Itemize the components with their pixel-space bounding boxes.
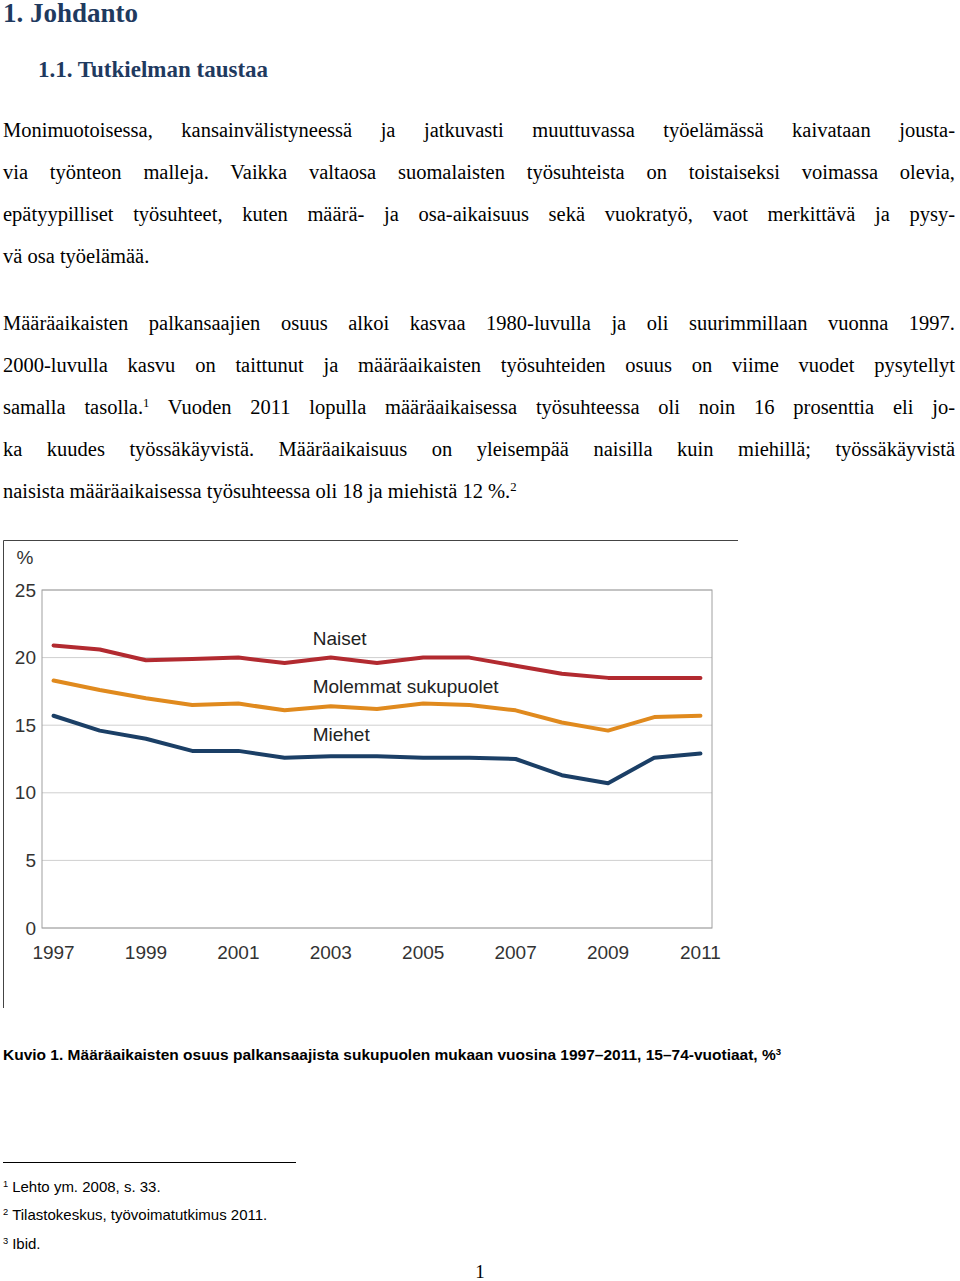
footnote-text: Lehto ym. 2008, s. 33. [12,1178,160,1195]
text-line: epätyypilliset työsuhteet, kuten määrä- … [3,199,955,229]
series-line [54,716,701,784]
text-run: Vuoden 2011 lopulla määräaikaisessa työs… [149,396,955,418]
y-axis-label: % [17,547,34,568]
frame [4,540,739,541]
heading: 1. Johdanto [3,0,138,30]
y-tick-label: 15 [15,715,36,736]
grid-line [42,860,712,861]
page: 1. Johdanto 1.1. Tutkielman taustaa Monimu… [0,0,960,1281]
footnote-mark: 2 [3,1207,8,1217]
series-group [54,645,701,783]
text-line: 2000-luvulla kasvu on taittunut ja määrä… [3,350,955,380]
footnote-ref: 2 [510,480,516,494]
y-tick-label: 20 [15,647,36,668]
x-tick-label: 2007 [494,942,536,963]
text-line: samalla tasolla.1 Vuoden 2011 lopulla mä… [3,392,955,422]
footnote-text: Tilastokeskus, työvoimatutkimus 2011. [12,1206,267,1223]
text-line: vä osa työelämää. [3,241,955,271]
y-tick-label: 25 [15,580,36,601]
text-line: ka kuudes työssäkäyvistä. Määräaikaisuus… [3,434,955,464]
text-line: via työnteon malleja. Vaikka valtaosa su… [3,157,955,187]
footnote-rule [3,1162,296,1163]
y-tick-label: 10 [15,782,36,803]
text-line: Määräaikaisten palkansaajien osuus alkoi… [3,308,955,338]
x-tick-label: 2001 [217,942,259,963]
footnote: 3 Ibid. [3,1233,41,1255]
plot-frame [42,590,712,928]
footnote-text: Ibid. [12,1235,40,1252]
grid-line [42,792,712,793]
caption: Kuvio 1. Määräaikaisten osuus palkansaaj… [3,1043,781,1067]
frame [3,541,4,1009]
footnote-ref: 3 [776,1046,781,1057]
text-run: naisista määräaikaisessa työsuhteessa ol… [3,480,510,502]
y-tick-label: 5 [25,850,36,871]
y-tick-label: 0 [25,918,36,939]
text-run: samalla tasolla. [3,396,143,418]
chart: 0 5 10 15 20 25 1997 1999 2001 2003 2005 2007 2009 20… [0,0,960,1281]
series-line [54,645,701,677]
footnote: 2 Tilastokeskus, työvoimatutkimus 2011. [3,1204,267,1226]
subheading: 1.1. Tutkielman taustaa [38,55,268,85]
footnote-mark: 1 [3,1179,8,1189]
series-label: Molemmat sukupuolet [313,676,500,697]
page-number: 1 [470,1260,490,1281]
footnote: 1 Lehto ym. 2008, s. 33. [3,1176,161,1198]
x-tick-label: 2003 [310,942,352,963]
text-line: Monimuotoisessa, kansainvälistyneessä ja… [3,115,955,145]
x-tick-label: 2005 [402,942,444,963]
grid-line [42,725,712,726]
x-tick-label: 2009 [587,942,629,963]
series-label: Miehet [313,724,371,745]
caption-text: Kuvio 1. Määräaikaisten osuus palkansaaj… [3,1046,776,1063]
x-tick-label: 2011 [680,942,721,963]
series-label: Naiset [313,628,368,649]
x-tick-label: 1999 [125,942,167,963]
footnote-ref: 1 [143,396,149,410]
x-tick-label: 1997 [32,942,74,963]
footnote-mark: 3 [3,1236,8,1246]
text-line: naisista määräaikaisessa työsuhteessa ol… [3,476,955,506]
